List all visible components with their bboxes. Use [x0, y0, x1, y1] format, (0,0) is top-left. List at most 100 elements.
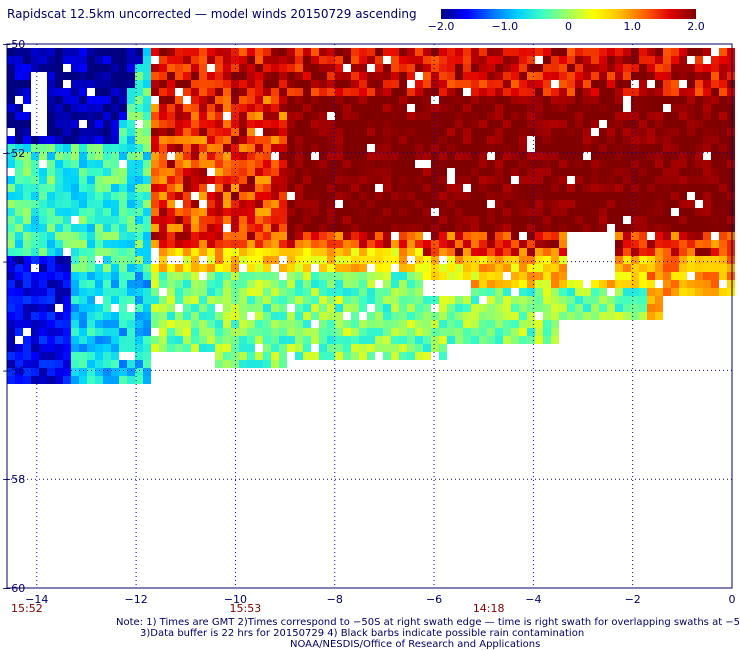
wind-cell	[55, 360, 63, 368]
wind-cell	[191, 120, 199, 128]
wind-cell	[127, 176, 135, 184]
wind-cell	[63, 312, 71, 320]
wind-cell	[623, 128, 631, 136]
wind-cell	[439, 104, 447, 112]
wind-cell	[303, 264, 311, 272]
wind-cell	[239, 344, 247, 352]
wind-cell	[623, 224, 631, 232]
wind-cell	[327, 232, 335, 240]
wind-cell	[95, 104, 103, 112]
wind-cell	[143, 288, 151, 296]
wind-cell	[463, 160, 471, 168]
wind-cell	[415, 304, 423, 312]
wind-cell	[279, 320, 287, 328]
wind-cell	[95, 216, 103, 224]
wind-cell	[567, 144, 575, 152]
wind-cell	[287, 112, 295, 120]
wind-cell	[263, 200, 271, 208]
wind-cell	[663, 256, 671, 264]
wind-cell	[543, 224, 551, 232]
wind-cell	[95, 152, 103, 160]
wind-cell	[375, 64, 383, 72]
wind-cell	[255, 184, 263, 192]
wind-cell	[415, 208, 423, 216]
wind-cell	[407, 208, 415, 216]
wind-cell	[719, 144, 727, 152]
wind-cell	[191, 216, 199, 224]
wind-cell	[479, 248, 487, 256]
wind-cell	[111, 272, 119, 280]
colorbar-tick-label: 2.0	[687, 20, 705, 33]
wind-cell	[199, 224, 207, 232]
wind-cell	[447, 48, 455, 56]
wind-cell	[63, 176, 71, 184]
wind-cell	[87, 160, 95, 168]
wind-cell	[255, 104, 263, 112]
wind-cell	[687, 104, 695, 112]
wind-cell	[671, 48, 679, 56]
wind-cell	[359, 184, 367, 192]
wind-cell	[303, 48, 311, 56]
wind-cell	[279, 112, 287, 120]
wind-cell	[55, 288, 63, 296]
wind-cell	[351, 304, 359, 312]
wind-cell	[159, 272, 167, 280]
wind-cell	[255, 192, 263, 200]
wind-cell	[287, 288, 295, 296]
wind-cell	[351, 232, 359, 240]
wind-cell	[207, 72, 215, 80]
wind-cell	[303, 56, 311, 64]
wind-cell	[407, 304, 415, 312]
wind-cell	[247, 352, 255, 360]
wind-cell	[199, 248, 207, 256]
wind-cell	[55, 160, 63, 168]
wind-cell	[247, 336, 255, 344]
wind-cell	[423, 352, 431, 360]
wind-cell	[183, 272, 191, 280]
wind-cell	[367, 272, 375, 280]
wind-cell	[103, 192, 111, 200]
wind-cell	[167, 344, 175, 352]
wind-cell	[263, 328, 271, 336]
wind-cell	[111, 72, 119, 80]
wind-cell	[415, 280, 423, 288]
wind-cell	[679, 72, 687, 80]
wind-cell	[319, 280, 327, 288]
wind-cell	[431, 144, 439, 152]
wind-cell	[383, 192, 391, 200]
wind-cell	[399, 144, 407, 152]
wind-cell	[415, 256, 423, 264]
wind-cell	[423, 136, 431, 144]
wind-cell	[215, 336, 223, 344]
wind-cell	[511, 192, 519, 200]
wind-cell	[327, 160, 335, 168]
wind-cell	[343, 152, 351, 160]
wind-cell	[655, 168, 663, 176]
wind-cell	[199, 176, 207, 184]
wind-cell	[711, 144, 719, 152]
wind-cell	[87, 264, 95, 272]
wind-cell	[431, 88, 439, 96]
wind-cell	[415, 168, 423, 176]
wind-cell	[311, 112, 319, 120]
wind-cell	[343, 248, 351, 256]
wind-cell	[15, 168, 23, 176]
wind-cell	[183, 120, 191, 128]
wind-cell	[167, 232, 175, 240]
wind-cell	[455, 144, 463, 152]
wind-cell	[519, 208, 527, 216]
wind-cell	[151, 224, 159, 232]
wind-cell	[527, 72, 535, 80]
wind-cell	[455, 272, 463, 280]
wind-cell	[615, 120, 623, 128]
wind-cell	[319, 120, 327, 128]
wind-cell	[415, 328, 423, 336]
wind-cell	[423, 152, 431, 160]
wind-cell	[391, 104, 399, 112]
wind-cell	[519, 216, 527, 224]
wind-cell	[119, 296, 127, 304]
wind-cell	[103, 48, 111, 56]
wind-cell	[359, 320, 367, 328]
wind-cell	[127, 112, 135, 120]
wind-cell	[207, 320, 215, 328]
